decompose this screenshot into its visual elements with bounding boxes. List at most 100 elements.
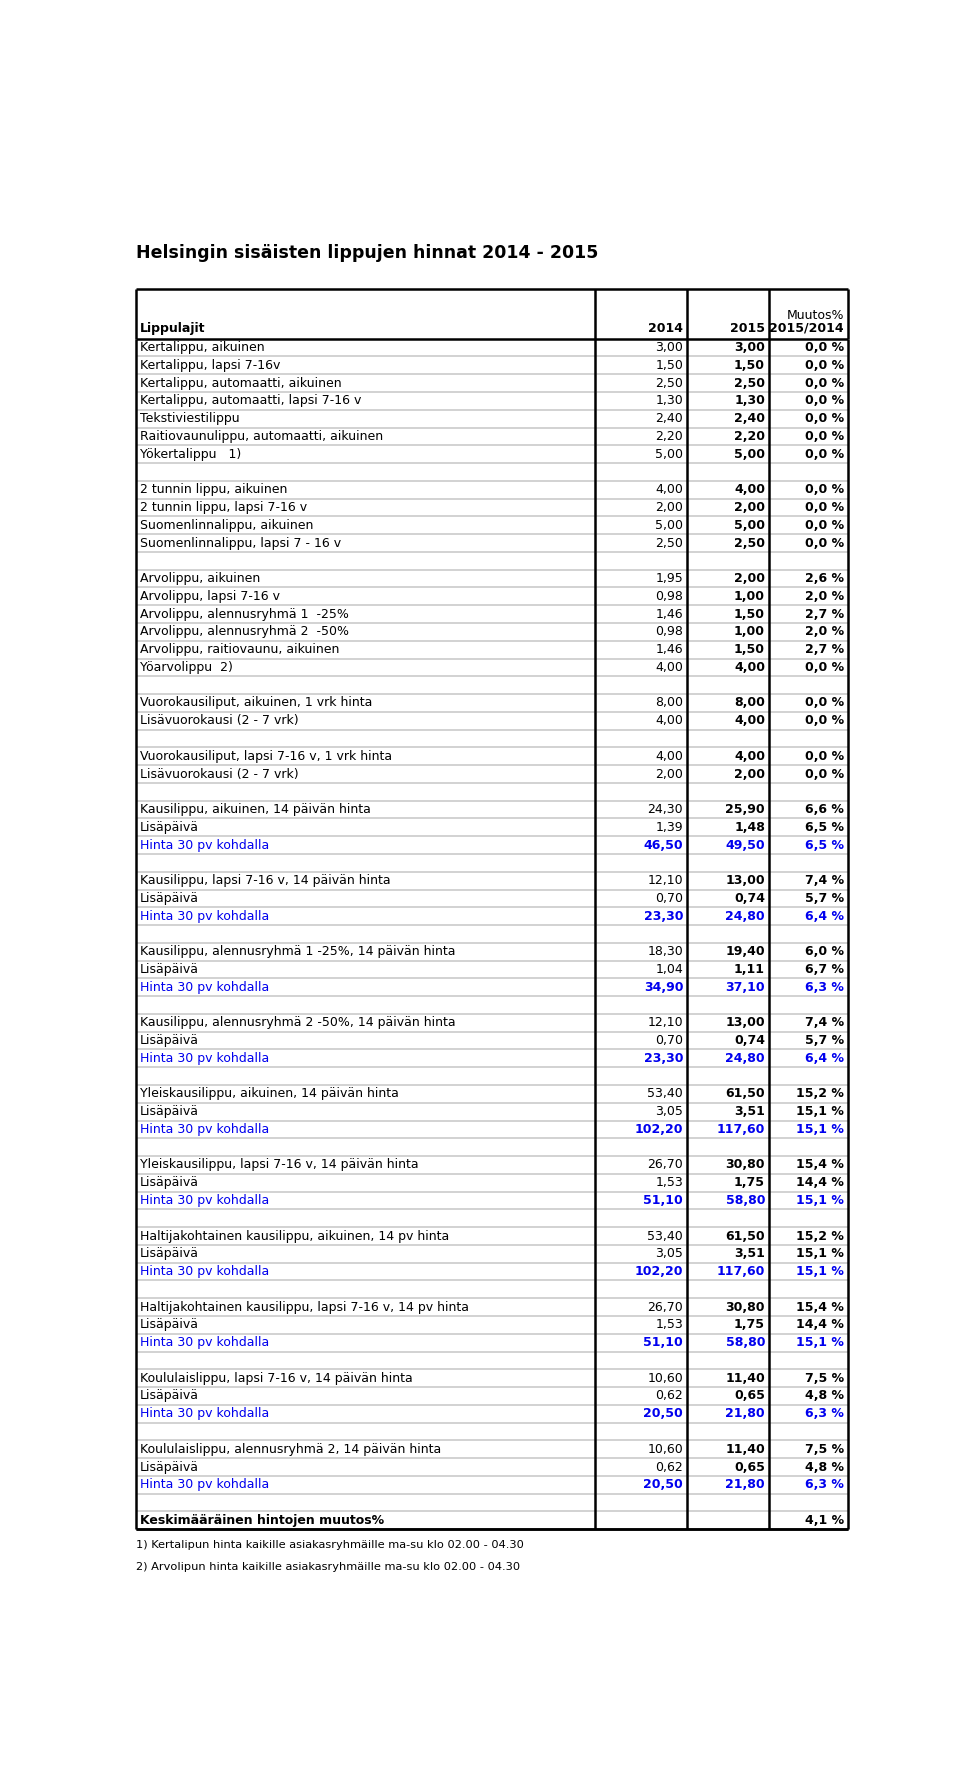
Text: 2,20: 2,20 [734,429,765,444]
Text: Lisävuorokausi (2 - 7 vrk): Lisävuorokausi (2 - 7 vrk) [140,768,299,781]
Text: Hinta 30 pv kohdalla: Hinta 30 pv kohdalla [140,1051,270,1066]
Text: 2,00: 2,00 [734,768,765,781]
Text: Kausilippu, lapsi 7-16 v, 14 päivän hinta: Kausilippu, lapsi 7-16 v, 14 päivän hint… [140,875,391,887]
Text: 61,50: 61,50 [726,1087,765,1101]
Text: 1,30: 1,30 [734,394,765,408]
Text: 1,50: 1,50 [734,358,765,372]
Text: 4,8 %: 4,8 % [804,1461,844,1474]
Text: 3,05: 3,05 [656,1247,684,1260]
Text: 1,04: 1,04 [656,962,684,977]
Text: 20,50: 20,50 [643,1408,684,1420]
Text: 23,30: 23,30 [644,1051,684,1066]
Text: 6,7 %: 6,7 % [804,962,844,977]
Text: 4,00: 4,00 [734,715,765,727]
Text: 2,40: 2,40 [656,412,684,426]
Text: 30,80: 30,80 [726,1158,765,1171]
Text: Lisäpäivä: Lisäpäivä [140,1176,199,1189]
Text: 2,0 %: 2,0 % [804,625,844,638]
Text: 0,74: 0,74 [734,1034,765,1048]
Text: 2,00: 2,00 [734,501,765,513]
Text: Kertalippu, automaatti, lapsi 7-16 v: Kertalippu, automaatti, lapsi 7-16 v [140,394,362,408]
Text: 8,00: 8,00 [656,697,684,709]
Text: 2,00: 2,00 [656,768,684,781]
Text: Koululaislippu, lapsi 7-16 v, 14 päivän hinta: Koululaislippu, lapsi 7-16 v, 14 päivän … [140,1372,413,1385]
Text: 2015: 2015 [730,321,765,335]
Text: 53,40: 53,40 [647,1087,684,1101]
Text: 1,53: 1,53 [656,1176,684,1189]
Text: Lisäpäivä: Lisäpäivä [140,893,199,905]
Text: 15,1 %: 15,1 % [796,1247,844,1260]
Text: Arvolippu, alennusryhmä 2  -50%: Arvolippu, alennusryhmä 2 -50% [140,625,349,638]
Text: 6,6 %: 6,6 % [805,804,844,816]
Text: 1,95: 1,95 [656,572,684,584]
Text: 15,4 %: 15,4 % [796,1301,844,1313]
Text: 19,40: 19,40 [726,944,765,959]
Text: 11,40: 11,40 [726,1443,765,1456]
Text: 53,40: 53,40 [647,1230,684,1242]
Text: 6,3 %: 6,3 % [805,1479,844,1492]
Text: Vuorokausiliput, lapsi 7-16 v, 1 vrk hinta: Vuorokausiliput, lapsi 7-16 v, 1 vrk hin… [140,750,393,763]
Text: 2,00: 2,00 [734,572,765,584]
Text: 34,90: 34,90 [644,980,684,994]
Text: 1,46: 1,46 [656,608,684,620]
Text: 26,70: 26,70 [647,1301,684,1313]
Text: 0,0 %: 0,0 % [804,447,844,462]
Text: 18,30: 18,30 [647,944,684,959]
Text: 0,0 %: 0,0 % [804,661,844,674]
Text: Lippulajit: Lippulajit [140,321,205,335]
Text: 3,00: 3,00 [734,340,765,355]
Text: 2,6 %: 2,6 % [804,572,844,584]
Text: 2,50: 2,50 [734,536,765,549]
Text: 7,4 %: 7,4 % [804,875,844,887]
Text: Kausilippu, aikuinen, 14 päivän hinta: Kausilippu, aikuinen, 14 päivän hinta [140,804,371,816]
Text: Yleiskausilippu, aikuinen, 14 päivän hinta: Yleiskausilippu, aikuinen, 14 päivän hin… [140,1087,399,1101]
Text: 0,62: 0,62 [656,1461,684,1474]
Text: Arvolippu, aikuinen: Arvolippu, aikuinen [140,572,260,584]
Text: 10,60: 10,60 [647,1443,684,1456]
Text: 2,50: 2,50 [734,376,765,390]
Text: 2,7 %: 2,7 % [804,643,844,656]
Text: Lisäpäivä: Lisäpäivä [140,962,199,977]
Text: 102,20: 102,20 [635,1265,684,1278]
Text: Lisäpäivä: Lisäpäivä [140,1319,199,1331]
Text: 1,75: 1,75 [734,1176,765,1189]
Text: 4,00: 4,00 [734,750,765,763]
Text: Kertalippu, lapsi 7-16v: Kertalippu, lapsi 7-16v [140,358,280,372]
Text: Lisävuorokausi (2 - 7 vrk): Lisävuorokausi (2 - 7 vrk) [140,715,299,727]
Text: 58,80: 58,80 [726,1336,765,1349]
Text: Hinta 30 pv kohdalla: Hinta 30 pv kohdalla [140,909,270,923]
Text: 2,50: 2,50 [656,376,684,390]
Text: 6,3 %: 6,3 % [805,980,844,994]
Text: 5,00: 5,00 [734,447,765,462]
Text: 1) Kertalipun hinta kaikille asiakasryhmäille ma-su klo 02.00 - 04.30: 1) Kertalipun hinta kaikille asiakasryhm… [136,1540,524,1550]
Text: Arvolippu, lapsi 7-16 v: Arvolippu, lapsi 7-16 v [140,590,280,602]
Text: 3,05: 3,05 [656,1105,684,1117]
Text: 4,00: 4,00 [656,750,684,763]
Text: 0,0 %: 0,0 % [804,483,844,495]
Text: 7,5 %: 7,5 % [804,1372,844,1385]
Text: 102,20: 102,20 [635,1123,684,1135]
Text: 14,4 %: 14,4 % [796,1319,844,1331]
Text: 0,98: 0,98 [656,590,684,602]
Text: Yleiskausilippu, lapsi 7-16 v, 14 päivän hinta: Yleiskausilippu, lapsi 7-16 v, 14 päivän… [140,1158,419,1171]
Text: 0,70: 0,70 [656,893,684,905]
Text: Raitiovaunulippu, automaatti, aikuinen: Raitiovaunulippu, automaatti, aikuinen [140,429,383,444]
Text: 13,00: 13,00 [726,875,765,887]
Text: Suomenlinnalippu, aikuinen: Suomenlinnalippu, aikuinen [140,519,314,531]
Text: 4,00: 4,00 [656,661,684,674]
Text: 0,0 %: 0,0 % [804,358,844,372]
Text: 2,0 %: 2,0 % [804,590,844,602]
Text: 0,65: 0,65 [734,1461,765,1474]
Text: Keskimääräinen hintojen muutos%: Keskimääräinen hintojen muutos% [140,1515,384,1527]
Text: 0,0 %: 0,0 % [804,536,844,549]
Text: 1,50: 1,50 [734,643,765,656]
Text: 2,50: 2,50 [656,536,684,549]
Text: 4,1 %: 4,1 % [804,1515,844,1527]
Text: 23,30: 23,30 [644,909,684,923]
Text: 0,0 %: 0,0 % [804,394,844,408]
Text: 24,80: 24,80 [726,909,765,923]
Text: 61,50: 61,50 [726,1230,765,1242]
Text: 15,1 %: 15,1 % [796,1105,844,1117]
Text: Hinta 30 pv kohdalla: Hinta 30 pv kohdalla [140,1479,270,1492]
Text: Hinta 30 pv kohdalla: Hinta 30 pv kohdalla [140,1336,270,1349]
